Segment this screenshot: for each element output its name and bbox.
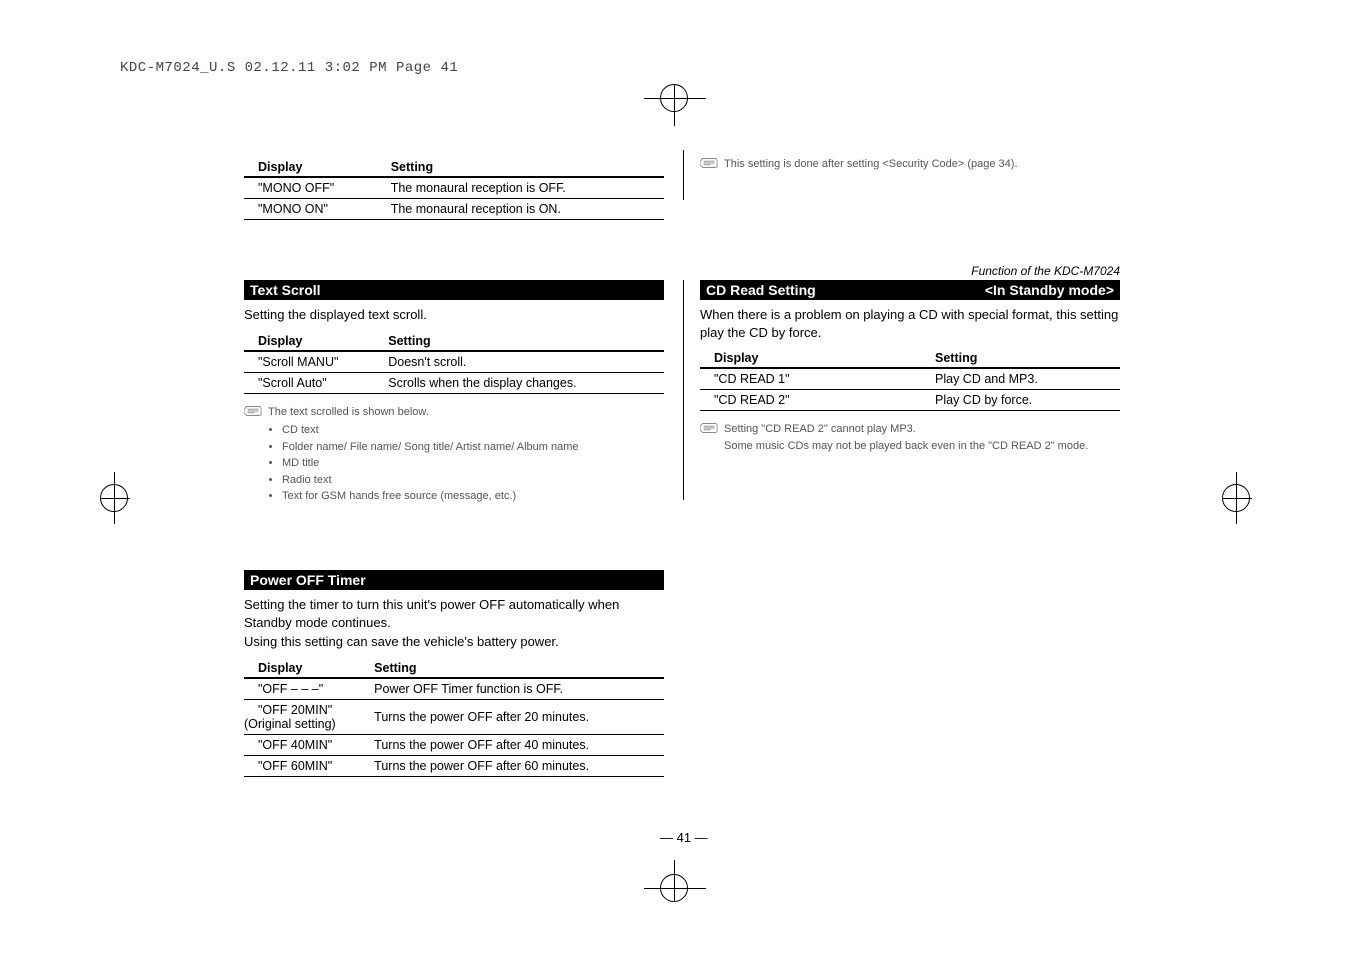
cd-read-function-label: Function of the KDC-M7024 [700,264,1120,280]
cd-read-table: Display Setting "CD READ 1"Play CD and M… [700,349,1120,411]
table-row: "OFF – – –"Power OFF Timer function is O… [244,678,664,700]
table-header-setting: Setting [384,332,664,351]
table-row: "OFF 40MIN"Turns the power OFF after 40 … [244,734,664,755]
print-header: KDC-M7024_U.S 02.12.11 3:02 PM Page 41 [120,60,458,76]
cd-read-note: Setting "CD READ 2" cannot play MP3. Som… [700,421,1120,454]
table-row: "Scroll Auto"Scrolls when the display ch… [244,372,664,393]
table-row: "MONO ON"The monaural reception is ON. [244,199,664,220]
crop-mark-bottom [644,860,706,902]
column-divider [683,280,684,500]
table-header-display: Display [244,158,387,177]
cd-read-section: CD Read Setting <In Standby mode> When t… [700,280,1120,454]
power-off-table: Display Setting "OFF – – –"Power OFF Tim… [244,659,664,777]
note-text: This setting is done after setting <Secu… [724,156,1018,173]
table-row: "OFF 20MIN" (Original setting) Turns the… [244,699,664,734]
note-icon [700,421,718,435]
text-scroll-table: Display Setting "Scroll MANU"Doesn't scr… [244,332,664,394]
table-row: "Scroll MANU"Doesn't scroll. [244,351,664,373]
section-intro: When there is a problem on playing a CD … [700,306,1120,341]
list-item: MD title [282,455,579,472]
table-header-display: Display [700,349,931,368]
text-scroll-note: The text scrolled is shown below. CD tex… [244,404,664,505]
crop-mark-top [644,84,706,126]
section-intro: Setting the timer to turn this unit's po… [244,596,664,631]
section-intro: Setting the displayed text scroll. [244,306,664,324]
section-title: CD Read Setting <In Standby mode> [700,280,1120,300]
section-title: Power OFF Timer [244,570,664,590]
section-title: Text Scroll [244,280,664,300]
note-text: The text scrolled is shown below. CD tex… [268,404,579,505]
list-item: Text for GSM hands free source (message,… [282,488,579,505]
list-item: CD text [282,422,579,439]
table-header-setting: Setting [387,158,664,177]
note-icon [700,156,718,170]
mono-section: Display Setting "MONO OFF"The monaural r… [244,150,664,220]
table-header-setting: Setting [370,659,664,678]
security-note: This setting is done after setting <Secu… [700,156,1120,173]
power-off-section: Power OFF Timer Setting the timer to tur… [244,570,664,777]
crop-mark-right [1222,472,1274,524]
table-row: "OFF 60MIN"Turns the power OFF after 60 … [244,755,664,776]
column-divider [683,150,684,200]
mono-table: Display Setting "MONO OFF"The monaural r… [244,158,664,220]
table-header-display: Display [244,332,384,351]
list-item: Radio text [282,472,579,489]
note-text: Setting "CD READ 2" cannot play MP3. Som… [724,421,1088,454]
list-item: Folder name/ File name/ Song title/ Arti… [282,439,579,456]
crop-mark-left [78,472,130,524]
table-row: "MONO OFF"The monaural reception is OFF. [244,177,664,199]
table-header-display: Display [244,659,370,678]
table-row: "CD READ 2"Play CD by force. [700,390,1120,411]
note-icon [244,404,262,418]
text-scroll-section: Text Scroll Setting the displayed text s… [244,280,664,505]
section-intro-2: Using this setting can save the vehicle'… [244,633,664,651]
table-header-setting: Setting [931,349,1120,368]
page-number: — 41 — [660,830,708,845]
section-title-right: <In Standby mode> [985,282,1114,298]
table-row: "CD READ 1"Play CD and MP3. [700,368,1120,390]
